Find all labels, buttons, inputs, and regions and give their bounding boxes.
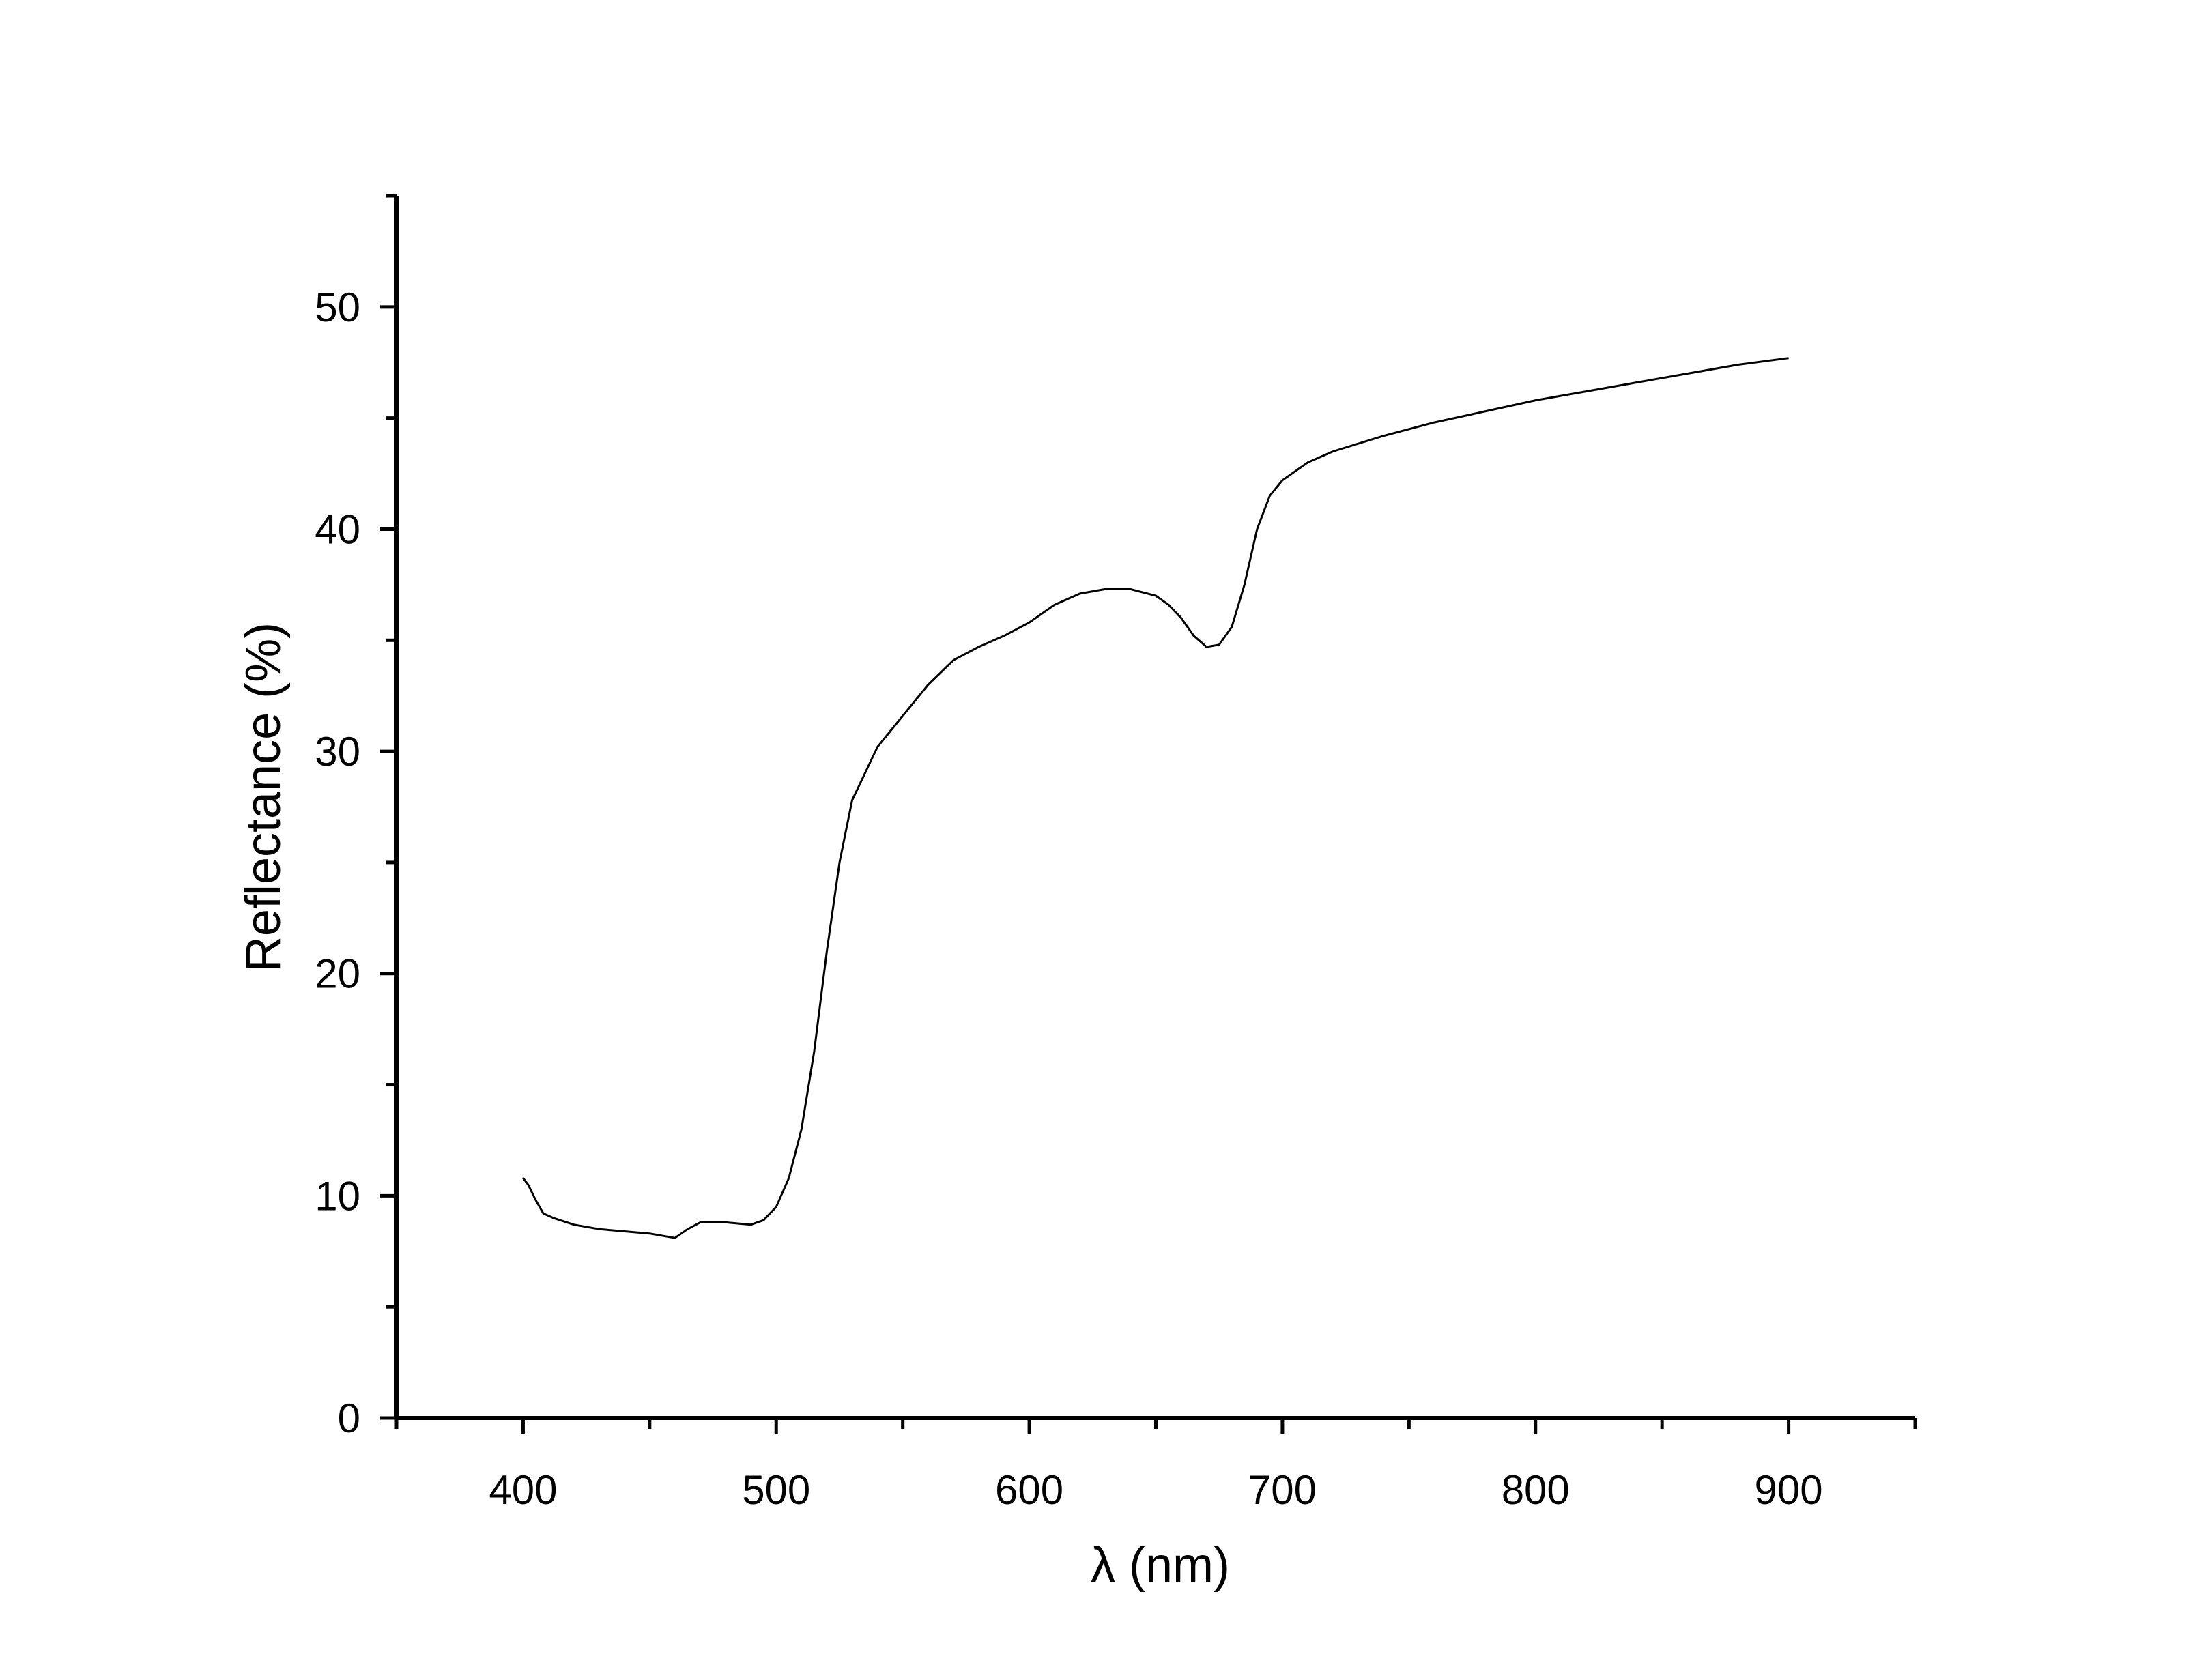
y-tick-label: 30 bbox=[315, 729, 360, 774]
y-tick-label: 40 bbox=[315, 506, 360, 552]
y-tick-label: 20 bbox=[315, 951, 360, 997]
y-tick-label: 0 bbox=[338, 1395, 360, 1441]
y-tick-label: 10 bbox=[315, 1173, 360, 1219]
x-tick-label: 600 bbox=[995, 1467, 1063, 1513]
x-tick-label: 400 bbox=[489, 1467, 557, 1513]
plot-area bbox=[522, 357, 1789, 1239]
axes bbox=[394, 196, 1915, 1420]
y-axis-title: Reflectance (%) bbox=[236, 622, 291, 972]
x-axis-title: λ (nm) bbox=[1091, 1538, 1230, 1593]
x-tick-label: 700 bbox=[1248, 1467, 1317, 1513]
ticks bbox=[380, 194, 1917, 1434]
x-tick-label: 900 bbox=[1755, 1467, 1823, 1513]
x-tick-label: 800 bbox=[1502, 1467, 1570, 1513]
reflectance-series-line bbox=[522, 357, 1789, 1239]
x-tick-label: 500 bbox=[742, 1467, 810, 1513]
y-tick-label: 50 bbox=[315, 285, 360, 330]
tick-labels: 400 500 600 700 800 900 0 10 20 30 40 50 bbox=[315, 285, 1822, 1513]
